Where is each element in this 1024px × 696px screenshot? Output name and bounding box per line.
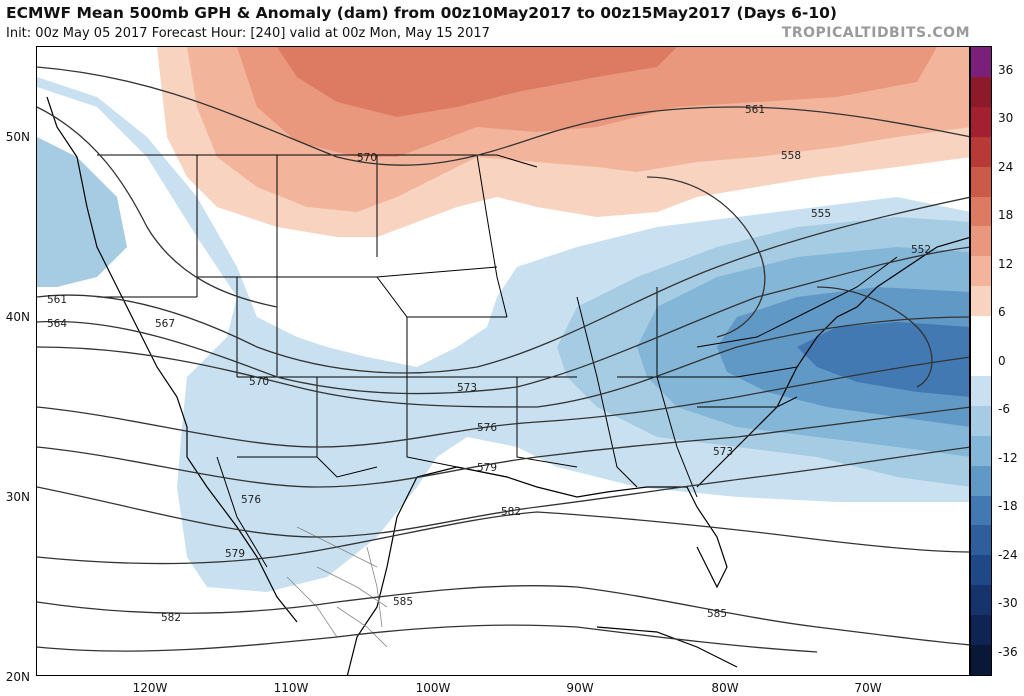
contour-label: 585: [707, 608, 727, 620]
contour-label: 579: [477, 462, 497, 474]
colorbar-segment: [971, 375, 991, 407]
colorbar-segment: [971, 435, 991, 467]
lon-label-110w: 110W: [273, 681, 309, 695]
colorbar-segment: [971, 555, 991, 586]
lat-label-20n: 20N: [5, 670, 30, 684]
colorbar-segment: [971, 166, 991, 197]
height-contours: [37, 66, 969, 653]
colorbar-segment: [971, 346, 991, 377]
contour-label: 582: [161, 612, 181, 624]
contour-label: 567: [155, 318, 175, 330]
map-canvas: 570 561 558 555 552 561 564 567 570 573 …: [37, 47, 969, 675]
contour-label: 585: [393, 596, 413, 608]
anomaly-colorbar: [970, 46, 992, 676]
lat-label-40n: 40N: [5, 310, 30, 324]
contour-label: 561: [745, 104, 765, 116]
colorbar-label: -36: [998, 645, 1018, 659]
contour-label: 576: [477, 422, 497, 434]
chart-subtitle: Init: 00z May 05 2017 Forecast Hour: [24…: [6, 26, 490, 41]
colorbar-segment: [971, 585, 991, 616]
colorbar-label: 18: [998, 208, 1014, 222]
negative-anomaly-core: [797, 322, 969, 397]
colorbar-label: -24: [998, 548, 1018, 562]
colorbar-segment: [971, 525, 991, 556]
contour-labels: 570 561 558 555 552 561 564 567 570 573 …: [47, 104, 931, 624]
colorbar-segment: [971, 286, 991, 317]
contour-label: 555: [811, 208, 831, 220]
colorbar-segment: [971, 106, 991, 138]
colorbar-label: 12: [998, 257, 1014, 271]
colorbar-segment: [971, 316, 991, 347]
colorbar-label: 36: [998, 63, 1014, 77]
contour-label: 582: [501, 506, 521, 518]
colorbar-label: 24: [998, 160, 1014, 174]
lat-label-30n: 30N: [5, 490, 30, 504]
colorbar-label: -30: [998, 596, 1018, 610]
contour-label: 570: [249, 376, 269, 388]
colorbar-segment: [971, 495, 991, 526]
colorbar-segment: [971, 615, 991, 646]
contour-label: 573: [713, 446, 733, 458]
colorbar-segment: [971, 47, 991, 78]
lon-label-120w: 120W: [132, 681, 168, 695]
colorbar-label: 6: [998, 305, 1006, 319]
colorbar-segment: [971, 136, 991, 168]
negative-anomaly-light: [37, 77, 969, 592]
lon-label-100w: 100W: [415, 681, 451, 695]
watermark: TROPICALTIDBITS.COM: [781, 25, 970, 41]
contour-label: 570: [357, 152, 377, 164]
colorbar-segment: [971, 226, 991, 257]
lat-label-50n: 50N: [5, 130, 30, 144]
colorbar-segment: [971, 76, 991, 108]
lon-label-70w: 70W: [854, 681, 882, 695]
contour-label: 558: [781, 150, 801, 162]
lon-label-80w: 80W: [711, 681, 739, 695]
positive-anomaly-peak: [277, 47, 677, 117]
colorbar-label: -12: [998, 451, 1018, 465]
contour-label: 579: [225, 548, 245, 560]
contour-label: 576: [241, 494, 261, 506]
colorbar-label: 30: [998, 111, 1014, 125]
colorbar-segment: [971, 465, 991, 497]
forecast-map: 570 561 558 555 552 561 564 567 570 573 …: [36, 46, 970, 676]
colorbar-segment: [971, 645, 991, 676]
contour-label: 573: [457, 382, 477, 394]
chart-title: ECMWF Mean 500mb GPH & Anomaly (dam) fro…: [6, 4, 838, 22]
colorbar-segment: [971, 196, 991, 227]
contour-label: 561: [47, 294, 67, 306]
lon-label-90w: 90W: [566, 681, 594, 695]
colorbar-segment: [971, 256, 991, 287]
contour-label: 552: [911, 244, 931, 256]
colorbar-label: -18: [998, 499, 1018, 513]
borders: [97, 154, 898, 568]
colorbar-label: -6: [998, 402, 1010, 416]
contour-label: 564: [47, 318, 67, 330]
negative-anomaly-mid: [37, 137, 127, 287]
colorbar-segment: [971, 405, 991, 437]
colorbar-label: 0: [998, 354, 1006, 368]
